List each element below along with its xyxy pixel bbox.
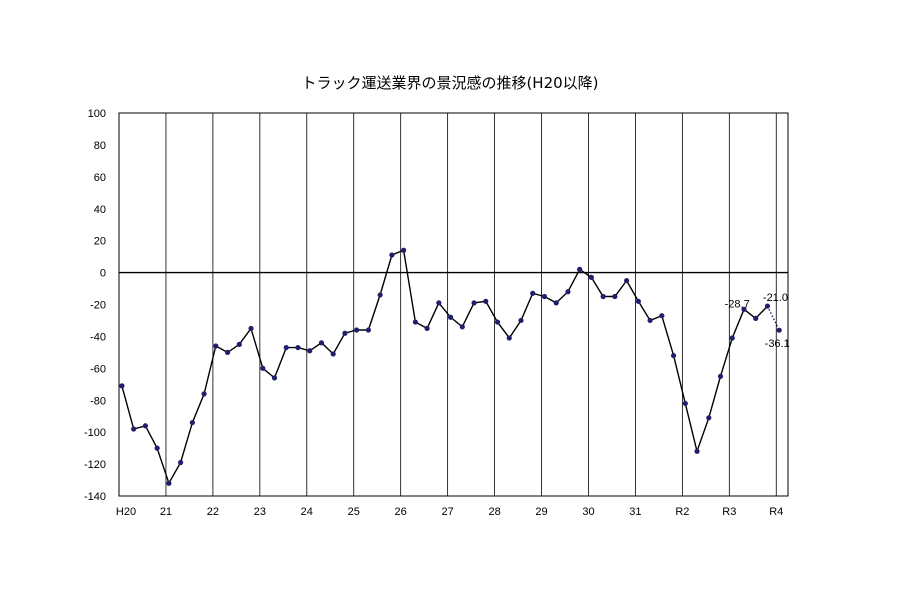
x-tick-label: 30 (582, 506, 594, 518)
data-point (154, 445, 160, 451)
y-tick-label: -80 (90, 395, 106, 407)
y-tick-label: -40 (90, 331, 106, 343)
data-point (541, 293, 548, 300)
plot-border (118, 112, 789, 497)
data-label: -28.7 (725, 298, 750, 310)
data-point (659, 313, 665, 319)
data-point (260, 365, 266, 371)
data-point (553, 300, 559, 306)
x-tick-label: H20 (116, 506, 136, 518)
data-point (131, 426, 137, 432)
series-line (121, 249, 769, 485)
data-point (764, 303, 771, 309)
data-point (271, 375, 278, 381)
data-point (201, 391, 207, 397)
data-point (166, 480, 172, 486)
data-point (776, 327, 782, 333)
data-point (741, 306, 747, 312)
data-point (518, 317, 524, 324)
data-point (753, 315, 759, 321)
data-point (330, 351, 336, 357)
data-point (142, 423, 149, 429)
x-tick-label: 25 (348, 506, 360, 518)
data-point (483, 298, 489, 304)
data-point (342, 330, 348, 336)
data-point (178, 459, 184, 466)
data-point (447, 314, 454, 320)
y-tick-label: 100 (88, 108, 106, 120)
data-point (729, 335, 735, 341)
y-tick-label: 20 (94, 236, 106, 248)
data-point (612, 293, 618, 300)
data-point (624, 277, 630, 284)
data-point (401, 247, 407, 253)
data-point (588, 274, 595, 280)
series-line-projection (766, 305, 780, 331)
y-tick-label: 80 (94, 140, 106, 152)
y-tick-label: -100 (84, 427, 106, 439)
y-tick-label: 0 (100, 268, 106, 280)
data-label: -36.1 (765, 338, 790, 350)
x-tick-label: 22 (207, 506, 219, 518)
data-point (670, 352, 677, 359)
data-point (224, 349, 231, 355)
data-point (577, 266, 583, 272)
data-point (717, 373, 724, 379)
x-tick-label: R4 (769, 506, 783, 518)
data-point (412, 319, 418, 325)
data-point (283, 344, 289, 351)
y-tick-label: -120 (84, 459, 106, 471)
data-point (318, 340, 325, 346)
x-tick-label: 31 (629, 506, 641, 518)
data-point (682, 400, 688, 407)
x-tick-label: 28 (488, 506, 500, 518)
data-point (389, 252, 395, 258)
data-point (600, 293, 606, 300)
data-point (565, 289, 571, 295)
x-tick-label: R3 (722, 506, 736, 518)
data-point (506, 335, 512, 341)
data-point (354, 327, 360, 333)
data-point (189, 419, 195, 426)
chart-title: トラック運送業界の景況感の推移(H20以降) (301, 74, 599, 92)
data-label: -21.0 (763, 292, 788, 304)
y-tick-label: 40 (94, 204, 106, 216)
data-point (365, 327, 372, 333)
data-point (213, 343, 219, 349)
data-point (436, 300, 442, 306)
y-tick-label: -140 (84, 491, 106, 503)
x-tick-label: R2 (675, 506, 689, 518)
x-tick-label: 24 (301, 506, 313, 518)
data-point (295, 344, 301, 351)
data-point (694, 448, 700, 454)
y-tick-label: 60 (94, 172, 106, 184)
data-point (706, 415, 712, 421)
data-point (635, 298, 641, 304)
data-point (377, 292, 383, 298)
data-point (459, 324, 465, 330)
y-tick-label: -60 (90, 363, 106, 375)
data-point (530, 290, 536, 296)
data-point (236, 341, 242, 347)
data-point (248, 325, 254, 332)
data-point (647, 317, 653, 324)
x-tick-label: 23 (254, 506, 266, 518)
x-tick-label: 26 (395, 506, 407, 518)
data-point (307, 348, 313, 354)
x-tick-label: 29 (535, 506, 547, 518)
x-tick-label: 27 (442, 506, 454, 518)
data-point (494, 319, 501, 325)
data-point (424, 325, 430, 332)
x-tick-label: 21 (160, 506, 172, 518)
data-point (471, 300, 477, 306)
data-point (119, 383, 125, 389)
y-tick-label: -20 (90, 300, 106, 312)
